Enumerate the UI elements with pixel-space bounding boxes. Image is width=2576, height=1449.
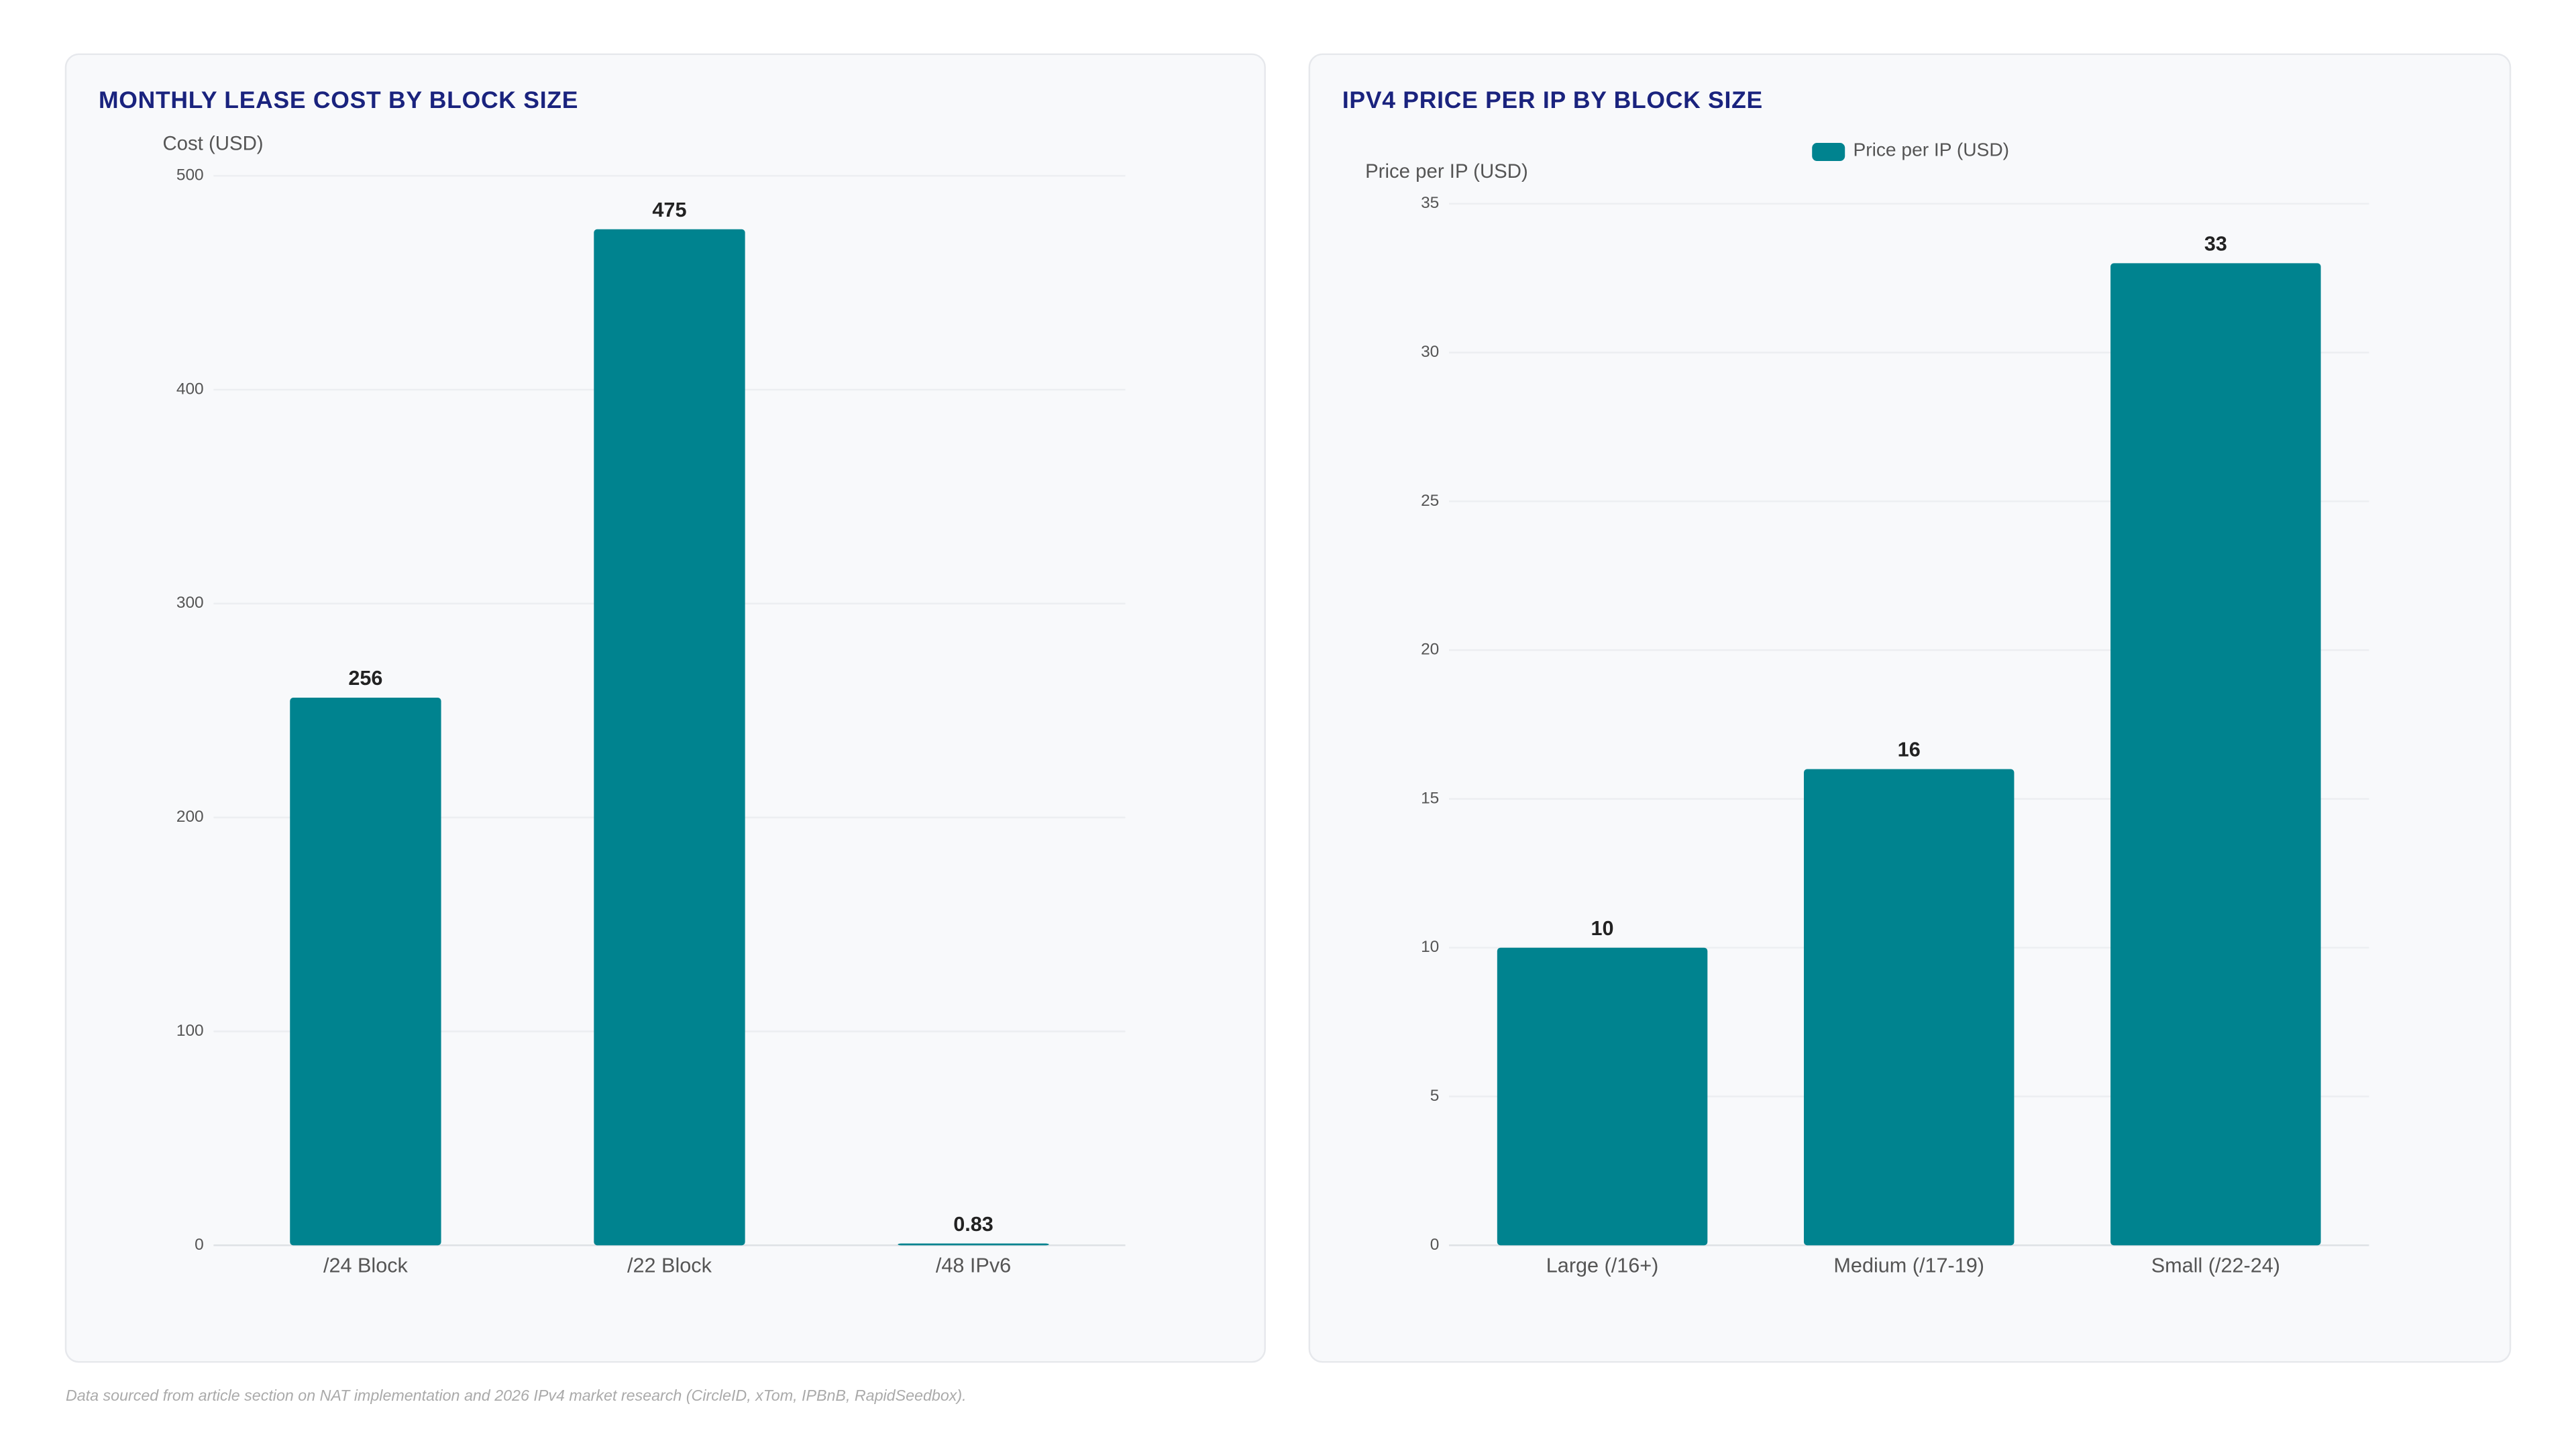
- data-label: 16: [1898, 739, 1921, 761]
- x-tick-label: Small (/22-24): [2151, 1254, 2280, 1277]
- data-label: 10: [1591, 917, 1614, 940]
- y-tick-label: 500: [176, 166, 204, 184]
- data-label: 256: [348, 667, 382, 690]
- legend-label: Price per IP (USD): [1853, 140, 2009, 160]
- y-tick-label: 100: [176, 1022, 204, 1040]
- y-tick-label: 300: [176, 594, 204, 612]
- y-tick-label: 200: [176, 808, 204, 826]
- x-tick-label: /24 Block: [323, 1254, 409, 1277]
- y-tick-label: 10: [1421, 938, 1439, 956]
- bar: [290, 698, 441, 1246]
- y-tick-label: 400: [176, 380, 204, 398]
- footer: Data sourced from article section on NAT…: [66, 1387, 967, 1404]
- data-label: 33: [2204, 233, 2227, 256]
- x-tick-label: Large (/16+): [1546, 1254, 1659, 1277]
- y-axis-title: Cost (USD): [162, 132, 263, 154]
- bar: [2110, 263, 2321, 1246]
- data-label: 475: [652, 199, 686, 221]
- y-tick-label: 25: [1421, 492, 1439, 510]
- bar: [1497, 947, 1708, 1246]
- y-tick-label: 35: [1421, 194, 1439, 212]
- y-tick-label: 0: [195, 1236, 204, 1254]
- legend-swatch: [1812, 143, 1845, 161]
- y-axis-title: Price per IP (USD): [1365, 160, 1528, 182]
- bar: [594, 229, 745, 1246]
- y-tick-label: 0: [1430, 1236, 1440, 1254]
- x-tick-label: /22 Block: [627, 1254, 712, 1277]
- x-tick-label: /48 IPv6: [936, 1254, 1011, 1277]
- y-tick-label: 20: [1421, 641, 1439, 659]
- y-tick-label: 5: [1430, 1087, 1440, 1105]
- chart-title: MONTHLY LEASE COST BY BLOCK SIZE: [99, 87, 578, 113]
- bar: [1803, 769, 2015, 1246]
- bar: [898, 1243, 1049, 1246]
- data-label: 0.83: [953, 1213, 994, 1236]
- chart-title: IPV4 PRICE PER IP BY BLOCK SIZE: [1342, 87, 1763, 113]
- y-tick-label: 30: [1421, 343, 1439, 361]
- y-tick-label: 15: [1421, 789, 1439, 807]
- x-tick-label: Medium (/17-19): [1833, 1254, 1984, 1277]
